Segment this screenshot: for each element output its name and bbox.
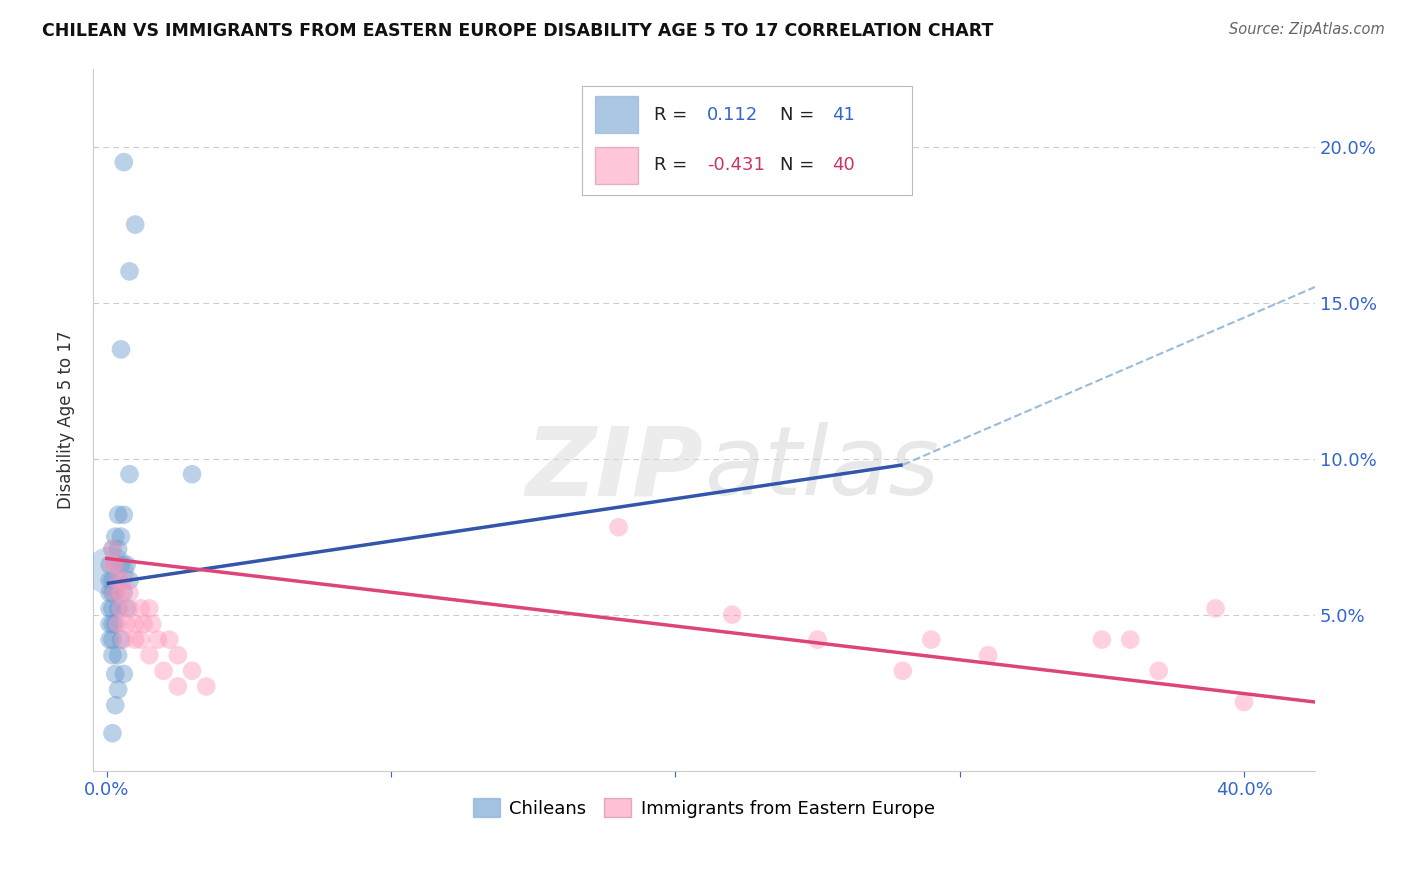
Point bbox=[118, 586, 141, 600]
Point bbox=[806, 632, 828, 647]
Point bbox=[110, 558, 132, 572]
Point bbox=[110, 530, 132, 544]
Point bbox=[112, 155, 135, 169]
Point bbox=[107, 617, 129, 632]
Point bbox=[118, 467, 141, 482]
Point bbox=[98, 617, 121, 632]
Point bbox=[920, 632, 942, 647]
Point bbox=[166, 648, 188, 663]
Point bbox=[181, 467, 204, 482]
Point bbox=[104, 586, 127, 600]
Point bbox=[1147, 664, 1170, 678]
Point bbox=[141, 617, 163, 632]
Point bbox=[107, 542, 129, 557]
Point bbox=[101, 542, 124, 557]
Point bbox=[107, 601, 129, 615]
Point bbox=[101, 648, 124, 663]
Point bbox=[118, 601, 141, 615]
Point bbox=[104, 667, 127, 681]
Point bbox=[104, 558, 127, 572]
Point bbox=[721, 607, 744, 622]
Point bbox=[98, 574, 121, 588]
Point bbox=[112, 667, 135, 681]
Point bbox=[101, 558, 124, 572]
Point bbox=[1091, 632, 1114, 647]
Point bbox=[115, 617, 138, 632]
Point bbox=[118, 574, 141, 588]
Point bbox=[152, 664, 174, 678]
Point bbox=[98, 558, 121, 572]
Point bbox=[107, 648, 129, 663]
Point bbox=[101, 542, 124, 557]
Point bbox=[101, 632, 124, 647]
Point bbox=[98, 586, 121, 600]
Point bbox=[129, 632, 152, 647]
Legend: Chileans, Immigrants from Eastern Europe: Chileans, Immigrants from Eastern Europe bbox=[465, 791, 942, 825]
Point bbox=[98, 564, 121, 578]
Point bbox=[115, 558, 138, 572]
Point bbox=[110, 586, 132, 600]
Point bbox=[110, 601, 132, 615]
Point bbox=[977, 648, 1000, 663]
Point bbox=[166, 680, 188, 694]
Point bbox=[107, 574, 129, 588]
Point bbox=[104, 698, 127, 713]
Point bbox=[98, 632, 121, 647]
Point bbox=[157, 632, 180, 647]
Point bbox=[112, 586, 135, 600]
Point bbox=[138, 648, 160, 663]
Point bbox=[124, 218, 146, 232]
Point bbox=[891, 664, 914, 678]
Point bbox=[101, 574, 124, 588]
Point bbox=[124, 632, 146, 647]
Point bbox=[112, 574, 135, 588]
Text: Source: ZipAtlas.com: Source: ZipAtlas.com bbox=[1229, 22, 1385, 37]
Point bbox=[129, 601, 152, 615]
Point bbox=[101, 726, 124, 740]
Point bbox=[104, 530, 127, 544]
Point bbox=[1233, 695, 1256, 709]
Point bbox=[104, 586, 127, 600]
Point bbox=[112, 508, 135, 522]
Point bbox=[107, 508, 129, 522]
Point bbox=[101, 586, 124, 600]
Point bbox=[104, 617, 127, 632]
Y-axis label: Disability Age 5 to 17: Disability Age 5 to 17 bbox=[58, 330, 75, 508]
Point bbox=[101, 601, 124, 615]
Point bbox=[115, 601, 138, 615]
Text: atlas: atlas bbox=[704, 422, 939, 516]
Text: CHILEAN VS IMMIGRANTS FROM EASTERN EUROPE DISABILITY AGE 5 TO 17 CORRELATION CHA: CHILEAN VS IMMIGRANTS FROM EASTERN EUROP… bbox=[42, 22, 994, 40]
Point bbox=[101, 617, 124, 632]
Text: ZIP: ZIP bbox=[526, 422, 704, 516]
Point bbox=[110, 632, 132, 647]
Point bbox=[107, 574, 129, 588]
Point bbox=[112, 632, 135, 647]
Point bbox=[181, 664, 204, 678]
Point bbox=[132, 617, 155, 632]
Point bbox=[110, 343, 132, 357]
Point bbox=[1205, 601, 1227, 615]
Point bbox=[98, 601, 121, 615]
Point bbox=[104, 558, 127, 572]
Point bbox=[195, 680, 218, 694]
Point bbox=[607, 520, 630, 534]
Point bbox=[146, 632, 169, 647]
Point bbox=[118, 264, 141, 278]
Point bbox=[1119, 632, 1142, 647]
Point bbox=[138, 601, 160, 615]
Point bbox=[107, 682, 129, 697]
Point bbox=[124, 617, 146, 632]
